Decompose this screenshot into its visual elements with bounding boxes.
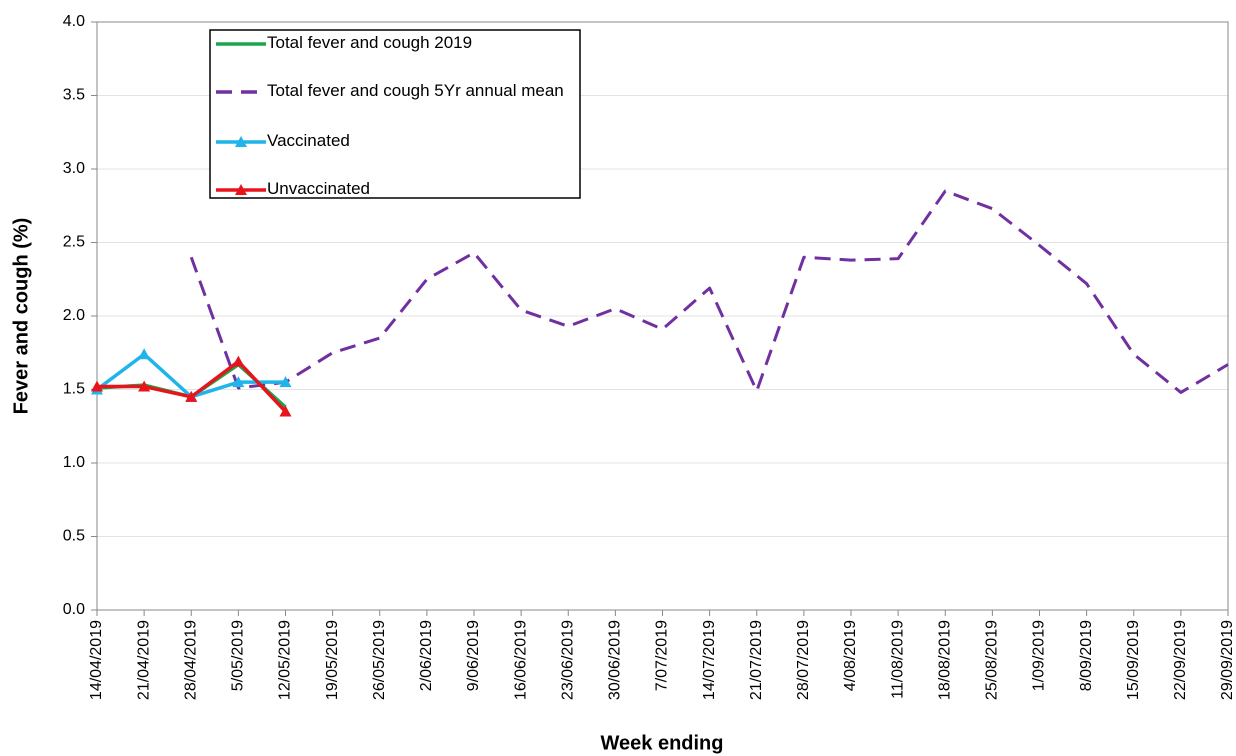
legend-label: Total fever and cough 2019	[267, 33, 473, 52]
marker	[279, 376, 292, 388]
x-tick-label: 12/05/2019	[277, 620, 294, 700]
x-tick-label: 26/05/2019	[371, 620, 388, 700]
y-tick-label: 2.5	[63, 234, 85, 251]
legend-marker	[235, 184, 247, 195]
y-tick-label: 3.0	[63, 160, 85, 177]
x-tick-label: 18/08/2019	[936, 620, 953, 700]
marker	[138, 380, 151, 392]
x-tick-label: 23/06/2019	[559, 620, 576, 700]
x-tick-label: 8/09/2019	[1078, 620, 1095, 691]
x-tick-label: 21/07/2019	[748, 620, 765, 700]
x-tick-label: 22/09/2019	[1172, 620, 1189, 700]
legend-item: Total fever and cough 2019	[267, 33, 473, 52]
legend-item: Vaccinated	[267, 131, 350, 150]
x-tick-label: 1/09/2019	[1031, 620, 1048, 691]
y-tick-label: 4.0	[63, 13, 85, 30]
x-tick-label: 9/06/2019	[465, 620, 482, 691]
marker	[232, 355, 245, 367]
x-tick-label: 29/09/2019	[1219, 620, 1236, 700]
x-tick-label: 28/04/2019	[182, 620, 199, 700]
marker	[279, 405, 292, 417]
y-tick-label: 3.5	[63, 87, 85, 104]
marker	[232, 376, 245, 388]
y-tick-label: 1.0	[63, 454, 85, 471]
x-axis-title: Week ending	[601, 732, 724, 754]
y-tick-label: 1.5	[63, 381, 85, 398]
x-tick-label: 7/07/2019	[654, 620, 671, 691]
x-tick-label: 19/05/2019	[324, 620, 341, 700]
y-axis-title: Fever and cough (%)	[10, 218, 32, 415]
x-tick-label: 4/08/2019	[842, 620, 859, 691]
x-tick-label: 21/04/2019	[135, 620, 152, 700]
x-tick-label: 15/09/2019	[1125, 620, 1142, 700]
y-tick-label: 0.0	[63, 601, 85, 618]
legend-label: Unvaccinated	[267, 179, 371, 198]
marker	[185, 390, 198, 402]
series-line	[95, 352, 286, 399]
marker	[91, 380, 103, 392]
x-tick-label: 2/06/2019	[418, 620, 435, 691]
legend-marker	[235, 136, 247, 147]
legend-label: Vaccinated	[267, 131, 350, 150]
legend-item: Unvaccinated	[267, 179, 371, 198]
x-tick-label: 25/08/2019	[984, 620, 1001, 700]
y-tick-label: 0.5	[63, 528, 85, 545]
x-tick-label: 14/07/2019	[701, 620, 718, 700]
x-tick-label: 28/07/2019	[795, 620, 812, 700]
y-tick-label: 2.0	[63, 307, 85, 324]
marker	[138, 348, 151, 360]
legend-item: Total fever and cough 5Yr annual mean	[267, 81, 564, 100]
x-tick-label: 16/06/2019	[512, 620, 529, 700]
x-tick-label: 30/06/2019	[607, 620, 624, 700]
x-tick-label: 5/05/2019	[230, 620, 247, 691]
x-tick-label: 11/08/2019	[889, 620, 906, 699]
x-tick-label: 14/04/2019	[88, 620, 105, 700]
legend-box	[209, 29, 581, 199]
legend-label: Total fever and cough 5Yr annual mean	[267, 81, 564, 100]
series-line	[189, 189, 1229, 394]
